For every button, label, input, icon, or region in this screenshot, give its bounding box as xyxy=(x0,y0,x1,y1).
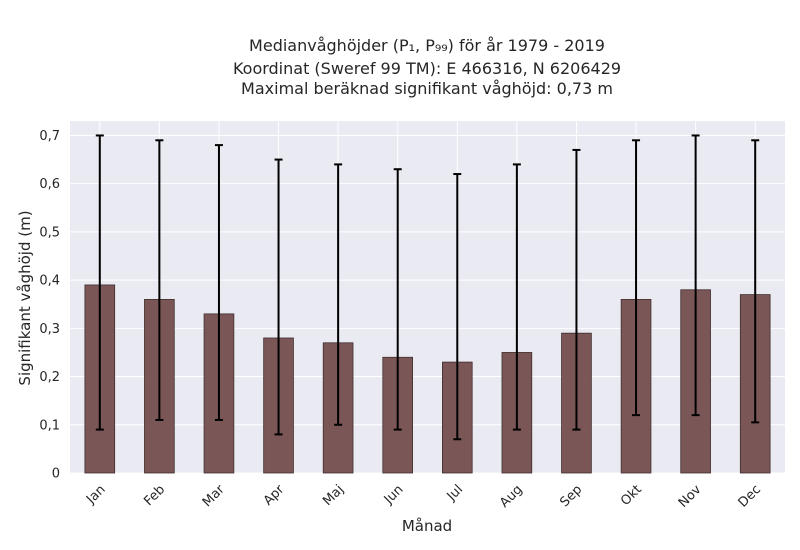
error-bar-aug xyxy=(512,163,521,431)
y-axis-label: Signifikant våghöjd (m) xyxy=(16,210,34,385)
x-tick-label: Maj xyxy=(320,482,347,509)
chart-title-line-3: Maximal beräknad signifikant våghöjd: 0,… xyxy=(241,79,613,98)
x-tick-label: Jan xyxy=(83,482,108,507)
y-tick-label: 0,5 xyxy=(39,225,60,240)
chart-title: Medianvåghöjder (P₁, P₉₉) för år 1979 - … xyxy=(233,36,621,98)
error-bar-feb xyxy=(155,139,164,421)
y-axis-ticks: 0 0,1 0,2 0,3 0,4 0,5 0,6 0,7 xyxy=(39,129,60,482)
chart-title-line-2: Koordinat (Sweref 99 TM): E 466316, N 62… xyxy=(233,59,621,78)
error-bar-okt xyxy=(632,139,641,417)
y-tick-label: 0,1 xyxy=(39,418,60,433)
error-bar-jan xyxy=(95,134,104,431)
y-tick-label: 0,4 xyxy=(39,274,60,289)
x-tick-label: Jun xyxy=(381,482,407,508)
x-tick-label: Apr xyxy=(261,482,288,509)
chart-title-line-1: Medianvåghöjder (P₁, P₉₉) för år 1979 - … xyxy=(249,36,605,55)
x-tick-label: Mar xyxy=(200,482,228,510)
x-axis-ticks: Jan Feb Mar Apr Maj Jun Jul Aug Sep Okt Nov Dec xyxy=(83,482,764,511)
y-tick-label: 0,6 xyxy=(39,177,60,192)
error-bar-mar xyxy=(214,144,223,421)
error-bar-jul xyxy=(453,173,462,441)
x-tick-label: Feb xyxy=(141,482,168,509)
error-bar-jun xyxy=(393,168,402,431)
x-tick-label: Sep xyxy=(557,482,585,510)
x-axis-label: Månad xyxy=(402,517,452,535)
error-bar-dec xyxy=(751,139,760,424)
plot-area xyxy=(70,121,785,473)
x-tick-label: Nov xyxy=(676,482,705,511)
x-tick-label: Jul xyxy=(444,482,466,504)
error-bar-apr xyxy=(274,158,283,436)
y-tick-label: 0,2 xyxy=(39,370,60,385)
error-bar-sep xyxy=(572,148,581,431)
y-tick-label: 0,7 xyxy=(39,129,60,144)
y-tick-label: 0 xyxy=(52,467,60,482)
error-bar-nov xyxy=(691,134,700,417)
error-bar-maj xyxy=(334,163,343,426)
x-tick-label: Okt xyxy=(618,482,645,509)
x-tick-label: Dec xyxy=(736,482,764,510)
x-tick-label: Aug xyxy=(497,482,526,511)
y-tick-label: 0,3 xyxy=(39,322,60,337)
error-bars xyxy=(95,134,760,441)
